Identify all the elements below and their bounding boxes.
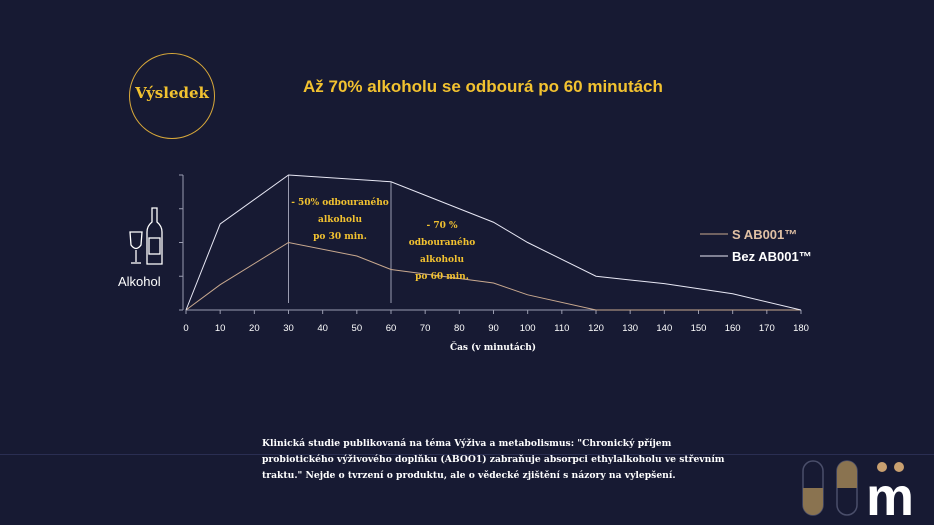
legend-label: S AB001™ [732,227,797,242]
wine-bottle-icon [146,207,163,265]
annotation-30min: - 50% odbouraného alkoholu po 30 min. [290,195,390,246]
result-badge: Výsledek [129,53,215,139]
x-tick-label: 160 [725,323,741,334]
x-tick-label: 100 [520,323,536,334]
x-tick-label: 170 [759,323,775,334]
result-badge-label: Výsledek [135,84,209,102]
annotation-line: po 60 min. [415,272,469,282]
wine-glass-icon [129,231,143,264]
x-tick-label: 50 [352,323,363,334]
x-tick-label: 110 [554,323,569,334]
slide-title: Až 70% alkoholu se odbourá po 60 minutác… [303,77,663,96]
x-axis-label: Čas (v minutách) [450,341,536,353]
x-tick-label: 140 [656,323,672,334]
x-tick-label: 150 [691,323,707,334]
annotation-line: alkoholu [420,255,464,265]
x-tick-label: 130 [622,323,638,334]
x-tick-label: 80 [454,323,465,334]
annotation-line: - 50% odbouraného [291,198,389,208]
x-tick-label: 20 [249,323,260,334]
x-tick-label: 70 [420,323,431,334]
logo-letter: m [866,467,914,518]
annotation-line: po 30 min. [313,232,367,242]
annotation-line: alkoholu [318,215,362,225]
divider [0,454,934,455]
annotation-60min: - 70 % odbouraného alkoholu po 60 min. [392,218,492,286]
x-tick-label: 30 [283,323,294,334]
brand-logo: m [802,460,914,518]
series-line-0 [185,241,801,311]
annotation-line: - 70 % odbouraného [408,221,476,248]
x-tick-label: 40 [317,323,328,334]
x-tick-label: 0 [183,323,188,334]
series-line-1 [185,174,802,311]
x-tick-label: 10 [215,323,226,334]
x-tick-label: 90 [488,323,499,334]
x-tick-label: 120 [588,323,604,334]
footer-citation: Klinická studie publikovaná na téma Výži… [262,438,725,481]
x-tick-label: 60 [386,323,397,334]
x-tick-label: 180 [793,323,809,334]
legend-label: Bez AB001™ [732,249,812,264]
y-axis-label: Alkohol [118,274,161,289]
